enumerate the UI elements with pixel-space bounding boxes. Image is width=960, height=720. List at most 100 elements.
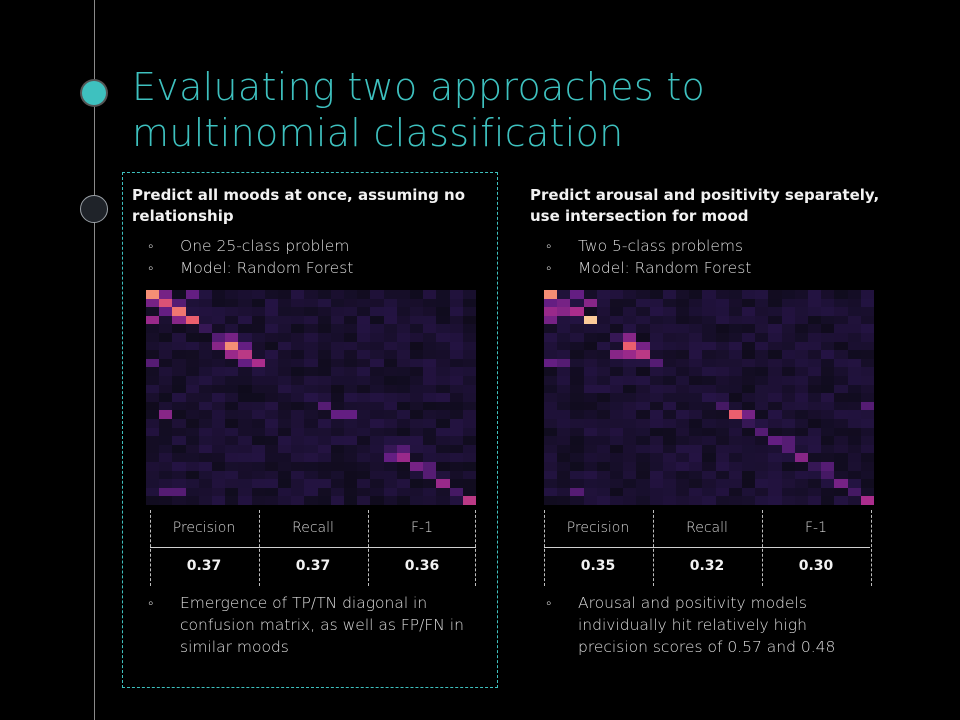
matrix-cell <box>343 436 358 445</box>
matrix-cell <box>370 470 384 480</box>
matrix-cell <box>702 290 716 299</box>
matrix-cell <box>317 410 331 419</box>
matrix-cell <box>689 376 703 385</box>
matrix-cell <box>291 393 305 402</box>
matrix-cell <box>198 384 212 394</box>
matrix-cell <box>304 290 318 299</box>
matrix-cell <box>225 298 239 308</box>
matrix-cell <box>343 453 358 462</box>
matrix-cell <box>636 367 650 376</box>
matrix-cell <box>357 298 371 308</box>
matrix-cell <box>251 462 265 471</box>
matrix-cell <box>251 307 265 316</box>
matrix-cell <box>304 487 318 497</box>
matrix-cell <box>370 410 384 419</box>
matrix-cell <box>557 393 571 402</box>
matrix-cell <box>449 384 463 394</box>
matrix-cell <box>436 298 450 308</box>
matrix-cell <box>583 436 597 445</box>
matrix-cell <box>834 367 848 376</box>
matrix-cell <box>807 436 822 445</box>
matrix-cell <box>198 487 212 497</box>
matrix-cell <box>847 290 861 299</box>
matrix-cell <box>821 401 835 411</box>
matrix-cell <box>291 376 305 385</box>
matrix-cell <box>251 333 265 342</box>
matrix-cell <box>251 376 265 385</box>
matrix-cell <box>557 358 571 368</box>
matrix-cell <box>211 341 226 351</box>
matrix-cell <box>423 419 437 428</box>
matrix-cell <box>462 324 476 333</box>
matrix-cell <box>636 479 650 488</box>
matrix-cell <box>649 384 663 394</box>
matrix-cell <box>662 376 676 385</box>
matrix-cell <box>449 307 463 316</box>
matrix-cell <box>277 315 292 325</box>
matrix-cell <box>847 333 861 342</box>
matrix-cell <box>409 453 424 462</box>
matrix-cell <box>198 341 212 351</box>
matrix-cell <box>649 333 663 342</box>
matrix-cell <box>834 350 848 359</box>
matrix-cell <box>728 350 742 359</box>
matrix-cell <box>557 410 571 419</box>
matrix-cell <box>636 401 650 411</box>
matrix-cell <box>675 487 690 497</box>
matrix-cell <box>343 410 358 419</box>
matrix-cell <box>583 453 597 462</box>
matrix-cell <box>662 290 676 299</box>
matrix-cell <box>330 479 344 488</box>
matrix-cell <box>383 333 397 342</box>
matrix-cell <box>146 487 160 497</box>
matrix-cell <box>596 384 610 394</box>
matrix-cell <box>781 462 795 471</box>
matrix-cell <box>702 315 716 325</box>
matrix-cell <box>715 315 729 325</box>
matrix-cell <box>146 367 160 376</box>
matrix-cell <box>370 444 384 454</box>
matrix-cell <box>636 470 650 480</box>
matrix-cell <box>702 479 716 488</box>
matrix-cell <box>675 410 690 419</box>
matrix-cell <box>715 350 729 359</box>
matrix-cell <box>821 358 835 368</box>
matrix-cell <box>609 436 624 445</box>
matrix-cell <box>623 496 637 505</box>
matrix-cell <box>264 487 278 497</box>
matrix-cell <box>436 307 450 316</box>
matrix-cell <box>225 367 239 376</box>
matrix-cell <box>557 376 571 385</box>
matrix-cell <box>396 333 410 342</box>
matrix-cell <box>251 367 265 376</box>
matrix-cell <box>662 436 676 445</box>
matrix-cell <box>343 462 358 471</box>
matrix-cell <box>423 298 437 308</box>
matrix-cell <box>544 376 558 385</box>
matrix-cell <box>264 298 278 308</box>
matrix-cell <box>225 470 239 480</box>
matrix-cell <box>807 324 822 333</box>
matrix-cell <box>383 470 397 480</box>
matrix-cell <box>436 419 450 428</box>
matrix-cell <box>768 496 782 505</box>
matrix-cell <box>383 324 397 333</box>
matrix-cell <box>821 453 835 462</box>
matrix-cell <box>807 350 822 359</box>
matrix-cell <box>462 487 476 497</box>
matrix-cell <box>596 444 610 454</box>
matrix-cell <box>636 444 650 454</box>
matrix-cell <box>794 324 808 333</box>
matrix-cell <box>781 436 795 445</box>
matrix-cell <box>383 496 397 505</box>
matrix-cell <box>304 324 318 333</box>
matrix-cell <box>317 358 331 368</box>
matrix-cell <box>370 401 384 411</box>
matrix-cell <box>423 290 437 299</box>
matrix-cell <box>860 324 874 333</box>
matrix-cell <box>596 487 610 497</box>
matrix-cell <box>781 479 795 488</box>
matrix-cell <box>636 290 650 299</box>
matrix-cell <box>449 376 463 385</box>
matrix-cell <box>847 341 861 351</box>
